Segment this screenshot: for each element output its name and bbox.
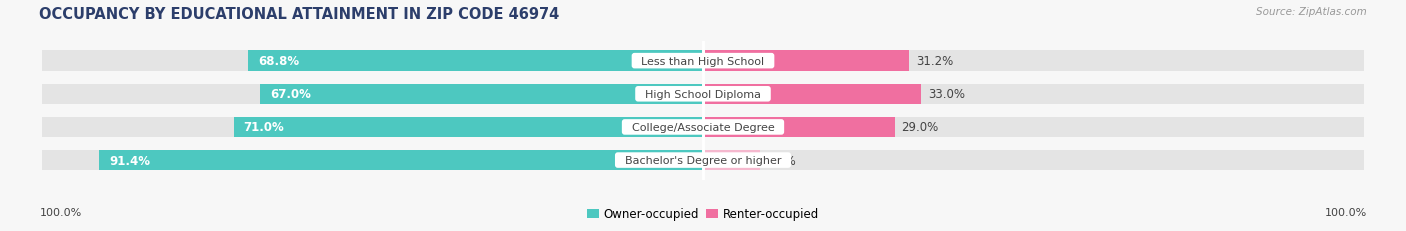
Text: Less than High School: Less than High School <box>634 56 772 66</box>
Bar <box>703 84 921 105</box>
Text: 31.2%: 31.2% <box>915 55 953 68</box>
Bar <box>233 117 703 138</box>
Legend: Owner-occupied, Renter-occupied: Owner-occupied, Renter-occupied <box>582 203 824 225</box>
Text: 71.0%: 71.0% <box>243 121 284 134</box>
Text: College/Associate Degree: College/Associate Degree <box>624 122 782 132</box>
Bar <box>42 117 703 138</box>
Text: 8.6%: 8.6% <box>766 154 796 167</box>
Text: Source: ZipAtlas.com: Source: ZipAtlas.com <box>1256 7 1367 17</box>
Text: 33.0%: 33.0% <box>928 88 965 101</box>
Bar <box>703 117 1364 138</box>
Text: 29.0%: 29.0% <box>901 121 938 134</box>
Bar <box>42 84 703 105</box>
Text: 100.0%: 100.0% <box>1324 207 1367 217</box>
Bar <box>703 150 759 171</box>
Text: High School Diploma: High School Diploma <box>638 89 768 99</box>
Text: OCCUPANCY BY EDUCATIONAL ATTAINMENT IN ZIP CODE 46974: OCCUPANCY BY EDUCATIONAL ATTAINMENT IN Z… <box>39 7 560 22</box>
Bar <box>703 51 1364 72</box>
Text: 68.8%: 68.8% <box>259 55 299 68</box>
Bar <box>260 84 703 105</box>
Bar <box>703 51 910 72</box>
Bar <box>249 51 703 72</box>
Text: 67.0%: 67.0% <box>270 88 311 101</box>
Bar <box>703 150 1364 171</box>
Text: 100.0%: 100.0% <box>39 207 82 217</box>
Bar <box>703 117 894 138</box>
Bar <box>42 51 703 72</box>
Text: 91.4%: 91.4% <box>108 154 150 167</box>
Text: Bachelor's Degree or higher: Bachelor's Degree or higher <box>617 155 789 165</box>
Bar <box>703 84 1364 105</box>
Bar <box>98 150 703 171</box>
Bar <box>42 150 703 171</box>
